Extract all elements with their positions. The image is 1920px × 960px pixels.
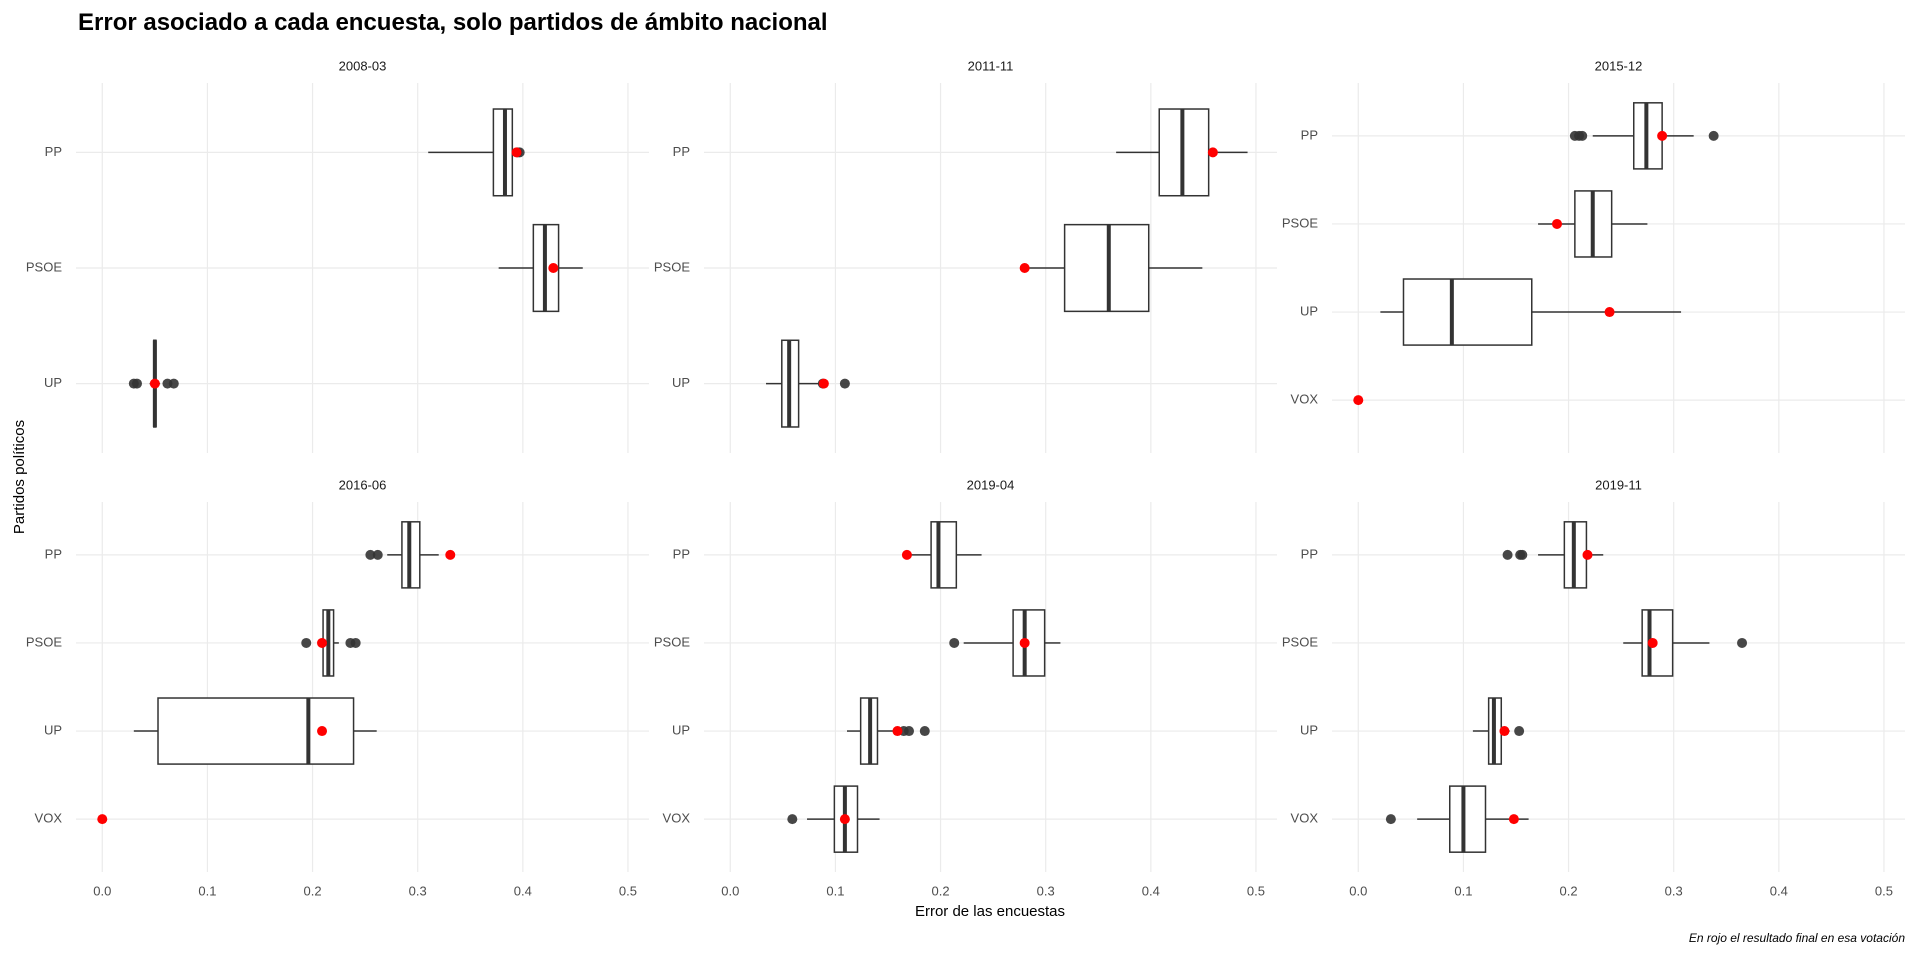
result-point	[1508, 814, 1519, 825]
box	[492, 108, 514, 197]
y-tick-label: PP	[1301, 546, 1318, 561]
y-tick-label: PP	[673, 546, 690, 561]
x-tick-label: 0.2	[932, 883, 950, 898]
y-tick-label: PSOE	[1282, 215, 1318, 230]
result-point	[317, 726, 328, 737]
box	[1402, 278, 1533, 346]
result-point	[839, 814, 850, 825]
y-tick-label: PSOE	[26, 259, 62, 274]
result-point	[548, 263, 559, 273]
y-tick-label: VOX	[663, 811, 691, 826]
result-point	[149, 378, 160, 389]
result-point	[1019, 263, 1030, 273]
outlier	[839, 378, 850, 389]
y-tick-label: UP	[672, 722, 690, 737]
x-tick-label: 0.5	[1875, 883, 1893, 898]
y-tick-label: PP	[45, 144, 62, 159]
outlier	[1737, 637, 1748, 648]
result-point	[901, 549, 912, 560]
y-tick-label: PSOE	[26, 634, 62, 649]
outlier	[787, 814, 798, 825]
result-point	[818, 378, 829, 389]
y-tick-label: PSOE	[654, 634, 690, 649]
caption: En rojo el resultado final en esa votaci…	[1689, 931, 1905, 945]
x-tick-label: 0.1	[826, 883, 844, 898]
result-point	[97, 814, 108, 825]
panel-title: 2019-04	[967, 477, 1015, 492]
panel-title: 2008-03	[339, 58, 387, 73]
y-tick-label: PSOE	[1282, 634, 1318, 649]
x-tick-label: 0.5	[1247, 883, 1265, 898]
x-tick-label: 0.5	[619, 883, 637, 898]
y-tick-label: VOX	[1291, 811, 1319, 826]
panel-title: 2016-06	[339, 477, 387, 492]
result-point	[445, 549, 456, 560]
y-tick-label: UP	[44, 375, 62, 390]
outlier	[131, 378, 142, 389]
y-axis-title: Partidos políticos	[11, 420, 28, 534]
outlier	[1708, 130, 1719, 141]
x-tick-label: 0.4	[1142, 883, 1160, 898]
outlier	[1514, 726, 1525, 737]
y-tick-label: UP	[1300, 722, 1318, 737]
result-point	[1582, 549, 1593, 560]
x-tick-label: 0.3	[1037, 883, 1055, 898]
result-point	[1647, 637, 1658, 648]
y-tick-label: UP	[44, 722, 62, 737]
outlier	[1517, 549, 1528, 560]
outlier	[350, 637, 361, 648]
outlier	[372, 549, 383, 560]
result-point	[1551, 218, 1562, 229]
y-tick-label: PP	[45, 546, 62, 561]
y-tick-label: PP	[1301, 127, 1318, 142]
x-tick-label: 0.1	[1454, 883, 1472, 898]
chart-title: Error asociado a cada encuesta, solo par…	[78, 9, 828, 36]
box	[1063, 223, 1150, 313]
result-point	[1499, 726, 1510, 737]
result-point	[1207, 147, 1218, 158]
panel-title: 2011-11	[968, 58, 1014, 73]
y-tick-label: VOX	[35, 811, 63, 826]
x-tick-label: 0.0	[721, 883, 739, 898]
result-point	[511, 147, 522, 158]
outlier	[301, 637, 312, 648]
outlier	[168, 378, 179, 389]
outlier	[919, 726, 930, 737]
panel-title: 2019-11	[1595, 477, 1642, 492]
x-tick-label: 0.2	[304, 883, 322, 898]
x-tick-label: 0.2	[1560, 883, 1578, 898]
outlier	[1385, 814, 1396, 825]
y-tick-label: PP	[673, 144, 690, 159]
y-tick-label: VOX	[1291, 392, 1319, 407]
outlier	[949, 637, 960, 648]
y-tick-label: UP	[672, 375, 690, 390]
outlier	[1502, 549, 1513, 560]
x-axis-title: Error de las encuestas	[915, 903, 1065, 920]
result-point	[1019, 637, 1030, 648]
panel-title: 2015-12	[1595, 58, 1643, 73]
box	[930, 521, 958, 589]
y-tick-label: UP	[1300, 303, 1318, 318]
x-tick-label: 0.0	[1349, 883, 1367, 898]
result-point	[892, 726, 903, 737]
x-tick-label: 0.4	[514, 883, 532, 898]
x-tick-label: 0.1	[198, 883, 216, 898]
x-tick-label: 0.3	[409, 883, 427, 898]
result-point	[1657, 130, 1668, 141]
outlier	[1577, 130, 1588, 141]
result-point	[1604, 307, 1615, 318]
x-tick-label: 0.0	[93, 883, 111, 898]
y-tick-label: PSOE	[654, 259, 690, 274]
box	[1449, 785, 1487, 853]
outlier	[365, 549, 376, 560]
outlier	[904, 726, 915, 737]
x-tick-label: 0.4	[1770, 883, 1788, 898]
result-point	[1353, 395, 1364, 406]
x-tick-label: 0.3	[1665, 883, 1683, 898]
result-point	[317, 637, 328, 648]
